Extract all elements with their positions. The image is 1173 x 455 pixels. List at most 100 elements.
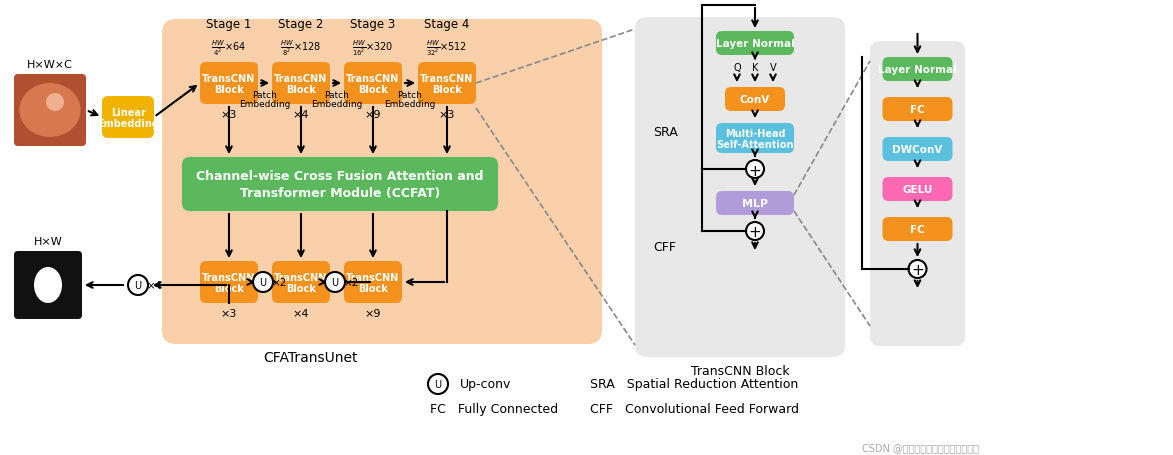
- FancyBboxPatch shape: [635, 18, 845, 357]
- Text: U: U: [135, 280, 142, 290]
- Text: CFF   Convolutional Feed Forward: CFF Convolutional Feed Forward: [590, 403, 799, 415]
- Text: Q: Q: [733, 63, 741, 73]
- FancyBboxPatch shape: [201, 63, 258, 105]
- FancyBboxPatch shape: [882, 138, 952, 162]
- Text: $\frac{HW}{16^2}$×320: $\frac{HW}{16^2}$×320: [352, 38, 394, 58]
- Circle shape: [428, 374, 448, 394]
- Circle shape: [746, 161, 764, 179]
- Text: FC   Fully Connected: FC Fully Connected: [430, 403, 558, 415]
- FancyBboxPatch shape: [344, 63, 402, 105]
- Text: Layer Normal: Layer Normal: [879, 65, 957, 75]
- Text: Embedding: Embedding: [239, 99, 291, 108]
- FancyBboxPatch shape: [882, 58, 952, 82]
- Text: Block: Block: [286, 283, 316, 293]
- FancyBboxPatch shape: [725, 88, 785, 112]
- Text: V: V: [769, 63, 777, 73]
- FancyBboxPatch shape: [272, 262, 330, 303]
- Text: GELU: GELU: [902, 185, 933, 195]
- Text: Patch: Patch: [252, 90, 278, 99]
- Text: Self-Attention: Self-Attention: [717, 140, 794, 150]
- Text: ×9: ×9: [365, 110, 381, 120]
- FancyBboxPatch shape: [272, 63, 330, 105]
- Ellipse shape: [20, 84, 81, 138]
- Text: Block: Block: [358, 85, 388, 95]
- Circle shape: [128, 275, 148, 295]
- FancyBboxPatch shape: [14, 252, 82, 319]
- FancyBboxPatch shape: [418, 63, 476, 105]
- Text: TransCNN: TransCNN: [274, 74, 327, 84]
- Circle shape: [909, 260, 927, 278]
- Text: ×3: ×3: [221, 110, 237, 120]
- Text: $\frac{HW}{32^2}$×512: $\frac{HW}{32^2}$×512: [427, 38, 468, 58]
- Text: ×4: ×4: [293, 110, 310, 120]
- Text: Block: Block: [213, 283, 244, 293]
- Text: Layer Normal: Layer Normal: [716, 39, 794, 49]
- Text: FC: FC: [910, 224, 924, 234]
- FancyBboxPatch shape: [716, 192, 794, 216]
- Text: Block: Block: [432, 85, 462, 95]
- Text: Block: Block: [213, 85, 244, 95]
- Text: H×W×C: H×W×C: [27, 60, 73, 70]
- FancyBboxPatch shape: [870, 42, 965, 346]
- FancyBboxPatch shape: [882, 177, 952, 202]
- Text: MLP: MLP: [743, 198, 768, 208]
- Text: ×4: ×4: [147, 280, 162, 290]
- Text: Stage 3: Stage 3: [351, 17, 395, 30]
- Text: $\frac{HW}{8^2}$×128: $\frac{HW}{8^2}$×128: [280, 38, 321, 58]
- Text: Embedding: Embedding: [97, 119, 158, 129]
- Circle shape: [746, 222, 764, 241]
- Text: Channel-wise Cross Fusion Attention and: Channel-wise Cross Fusion Attention and: [196, 170, 483, 183]
- Text: ×4: ×4: [293, 308, 310, 318]
- Text: ×3: ×3: [221, 308, 237, 318]
- Text: H×W: H×W: [34, 237, 62, 247]
- Text: TransCNN: TransCNN: [346, 74, 400, 84]
- Text: SRA: SRA: [653, 125, 678, 138]
- Text: +: +: [748, 163, 761, 178]
- Text: ×2: ×2: [344, 278, 359, 288]
- FancyBboxPatch shape: [162, 20, 602, 344]
- Text: Transformer Module (CCFAT): Transformer Module (CCFAT): [239, 186, 440, 199]
- Text: U: U: [434, 379, 441, 389]
- Ellipse shape: [34, 268, 62, 303]
- Text: Embedding: Embedding: [385, 99, 435, 108]
- Text: TransCNN: TransCNN: [203, 273, 256, 283]
- Text: $\frac{HW}{4^2}$×64: $\frac{HW}{4^2}$×64: [211, 38, 246, 58]
- Text: Block: Block: [358, 283, 388, 293]
- FancyBboxPatch shape: [344, 262, 402, 303]
- Text: TransCNN: TransCNN: [203, 74, 256, 84]
- Text: U: U: [332, 278, 339, 288]
- FancyBboxPatch shape: [716, 32, 794, 56]
- FancyBboxPatch shape: [102, 97, 154, 139]
- Text: Linear: Linear: [110, 108, 145, 118]
- Text: ×2: ×2: [271, 278, 286, 288]
- Text: FC: FC: [910, 105, 924, 115]
- Text: TransCNN: TransCNN: [346, 273, 400, 283]
- Text: Stage 4: Stage 4: [425, 17, 469, 30]
- Text: +: +: [911, 263, 924, 278]
- Text: CSDN @医学分割哇哇哇哇哇哇哇哇哇: CSDN @医学分割哇哇哇哇哇哇哇哇哇: [861, 442, 978, 452]
- Text: +: +: [748, 225, 761, 240]
- Ellipse shape: [46, 94, 65, 112]
- Text: Patch: Patch: [325, 90, 350, 99]
- FancyBboxPatch shape: [14, 75, 86, 147]
- Text: Block: Block: [286, 85, 316, 95]
- Text: Embedding: Embedding: [311, 99, 362, 108]
- FancyBboxPatch shape: [716, 124, 794, 154]
- Text: U: U: [259, 278, 266, 288]
- Text: ×3: ×3: [439, 110, 455, 120]
- Circle shape: [253, 273, 273, 293]
- Text: ×9: ×9: [365, 308, 381, 318]
- Text: Patch: Patch: [398, 90, 422, 99]
- Text: TransCNN Block: TransCNN Block: [691, 365, 789, 378]
- Text: Up-conv: Up-conv: [460, 378, 511, 391]
- FancyBboxPatch shape: [882, 98, 952, 122]
- Text: Stage 2: Stage 2: [278, 17, 324, 30]
- FancyBboxPatch shape: [201, 262, 258, 303]
- Text: TransCNN: TransCNN: [420, 74, 474, 84]
- Text: Multi-Head: Multi-Head: [725, 129, 785, 139]
- Text: CFF: CFF: [653, 241, 676, 254]
- Text: TransCNN: TransCNN: [274, 273, 327, 283]
- Text: DWConV: DWConV: [893, 145, 943, 155]
- Text: ConV: ConV: [740, 95, 771, 105]
- Text: CFATransUnet: CFATransUnet: [263, 350, 358, 364]
